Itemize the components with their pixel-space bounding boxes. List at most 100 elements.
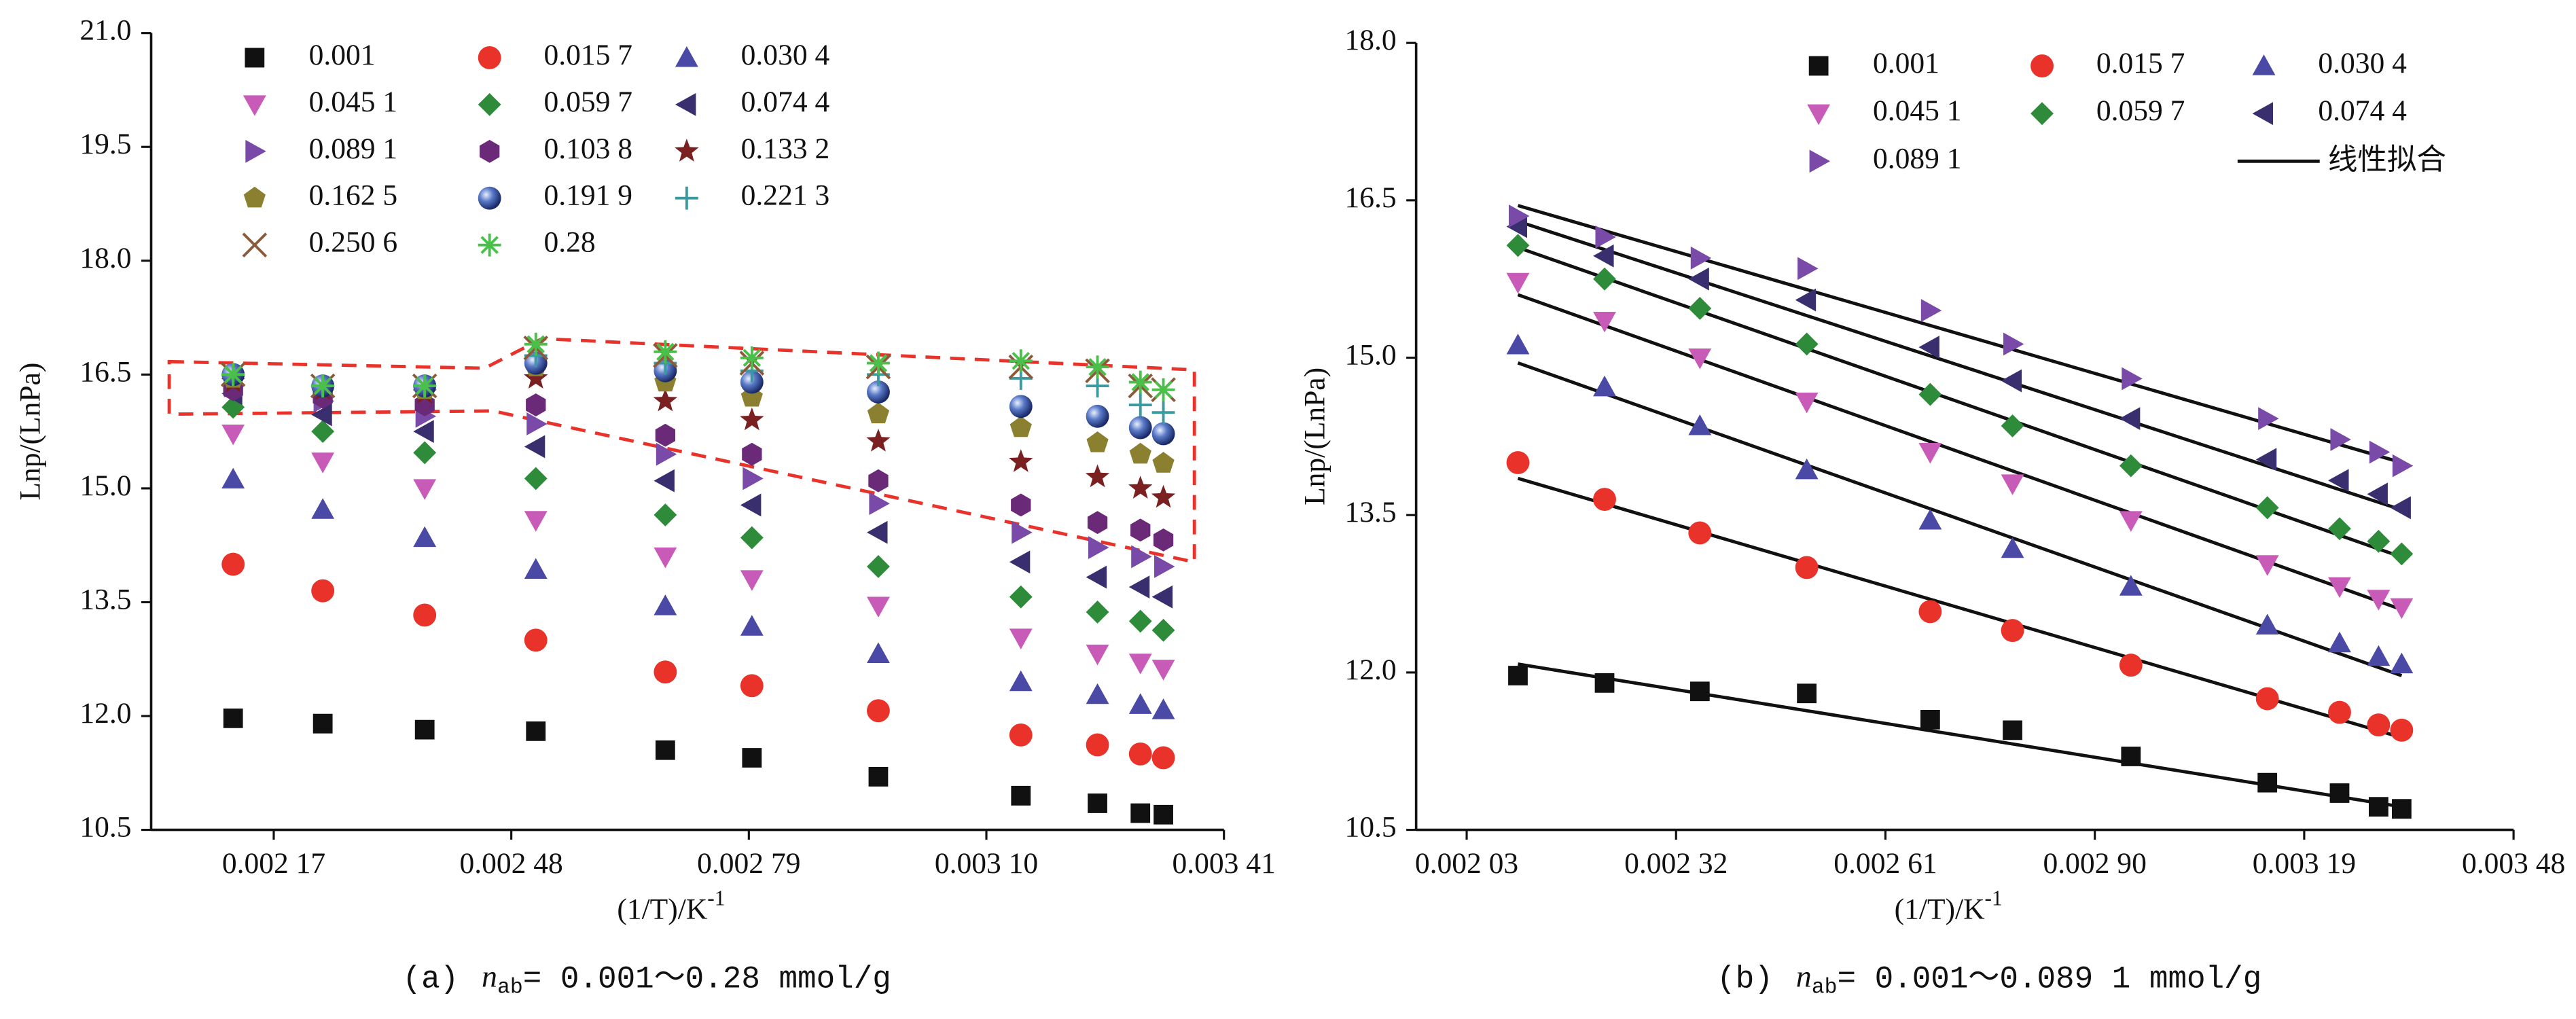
data-point [2119, 654, 2143, 677]
y-tick-label: 10.5 [79, 811, 131, 844]
legend-label: 0.250 6 [309, 226, 398, 259]
caption-subscript: ab [497, 976, 523, 1000]
data-point [1009, 723, 1033, 747]
data-point [524, 332, 548, 356]
x-axis-title: (1/T)/K-1 [1895, 887, 2003, 926]
data-point [740, 570, 764, 591]
caption-label: (a) [403, 962, 459, 997]
data-point [1087, 511, 1108, 535]
caption-label: (b) [1717, 962, 1773, 997]
legend-label: 0.191 9 [543, 179, 632, 212]
x-tick-label: 0.002 61 [1833, 847, 1937, 880]
data-point [1918, 336, 1939, 359]
data-point [656, 442, 677, 466]
data-point [1129, 442, 1151, 464]
x-tick-label: 0.003 10 [935, 847, 1038, 880]
fit-line [1517, 361, 2403, 677]
data-point [221, 467, 245, 489]
data-point [2001, 369, 2022, 393]
data-point [1920, 710, 1940, 730]
data-point [740, 526, 764, 550]
legend-label: 0.015 7 [2096, 47, 2185, 79]
legend-marker [245, 48, 265, 68]
legend-marker [675, 139, 699, 162]
legend-label: 线性拟合 [2328, 143, 2446, 177]
data-point [742, 748, 762, 768]
y-tick-label: 12.0 [1344, 654, 1396, 686]
data-point [1086, 565, 1107, 589]
data-point [1688, 414, 1712, 435]
legend-label: 0.030 4 [741, 39, 830, 71]
data-point [1797, 683, 1817, 704]
data-point [2392, 454, 2414, 478]
data-point [867, 520, 888, 544]
data-point [524, 511, 548, 532]
legend-marker [243, 186, 266, 208]
data-point [526, 393, 546, 416]
legend-marker [245, 139, 266, 163]
y-tick-label: 18.0 [1344, 24, 1396, 56]
caption: (b) nab= 0.001～0.089 1 mmol/g [1717, 959, 2261, 1000]
fit-line [1518, 662, 2402, 808]
data-point [1012, 520, 1033, 544]
data-point [2390, 652, 2414, 674]
data-point [1085, 464, 1110, 488]
data-point [867, 402, 890, 424]
data-point [654, 660, 677, 684]
y-tick-label: 10.5 [1344, 811, 1396, 844]
x-tick-label: 0.002 03 [1415, 847, 1518, 880]
data-point [311, 579, 335, 603]
caption-symbol: n [482, 959, 497, 993]
data-point [2391, 799, 2412, 819]
data-point [1918, 509, 1942, 530]
fit-line [1517, 246, 2403, 559]
data-point [1009, 628, 1033, 649]
data-point [1151, 660, 1175, 681]
legend-label: 0.133 2 [741, 132, 830, 165]
data-point [1153, 804, 1173, 825]
data-point [1009, 670, 1033, 692]
data-point [2328, 631, 2351, 653]
legend-marker [2031, 54, 2054, 77]
legend-label: 0.045 1 [309, 86, 398, 118]
data-point [1130, 518, 1151, 542]
data-point [2390, 598, 2414, 620]
data-point [654, 594, 677, 615]
data-point [1506, 234, 1530, 257]
data-point [1086, 644, 1109, 666]
data-point [742, 442, 762, 466]
data-point [2119, 454, 2143, 478]
y-tick-label: 18.0 [79, 242, 131, 274]
legend-label: 0.221 3 [741, 179, 830, 212]
x-axis-title-text: (1/T)/K [1895, 893, 1985, 925]
data-point [524, 467, 548, 490]
data-point [1593, 311, 1616, 333]
data-point [1151, 401, 1175, 425]
data-point [1128, 370, 1152, 394]
data-point [221, 552, 245, 576]
data-point [1688, 267, 1709, 291]
legend-marker [242, 232, 268, 257]
data-point [654, 340, 677, 363]
legend-marker [243, 95, 266, 116]
data-point [524, 558, 548, 579]
data-point [311, 403, 332, 427]
data-point [867, 380, 890, 404]
data-point [2255, 613, 2279, 634]
data-point [1151, 746, 1175, 770]
legend-marker [2031, 102, 2054, 126]
data-point [2390, 718, 2414, 742]
data-point [2001, 414, 2024, 437]
data-point [740, 615, 764, 636]
data-point [2255, 555, 2279, 576]
data-point [867, 596, 890, 618]
legend-label: 0.089 1 [1873, 142, 1962, 175]
data-point [2257, 772, 2278, 793]
data-point [1918, 600, 1942, 624]
x-tick-label: 0.002 48 [459, 847, 562, 880]
legend-marker [2252, 102, 2274, 126]
x-tick-label: 0.003 19 [2253, 847, 2356, 880]
data-point [2367, 713, 2391, 737]
data-point [1128, 654, 1152, 675]
data-point [2367, 590, 2391, 611]
